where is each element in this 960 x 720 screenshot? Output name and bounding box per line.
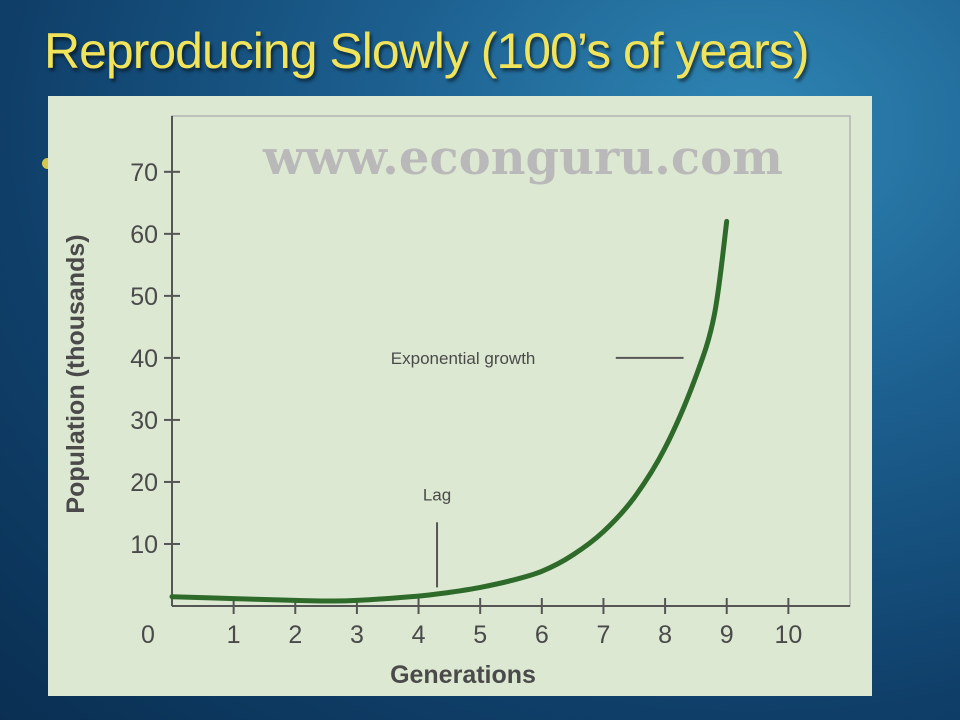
y-tick-label: 60 [130, 221, 158, 249]
annotation-exponential-growth: Exponential growth [391, 349, 536, 368]
x-tick-label: 9 [720, 621, 734, 649]
x-tick-label: 6 [535, 621, 549, 649]
chart-watermark: www.econguru.com [262, 130, 783, 186]
slide-title: Reproducing Slowly (100’s of years) [44, 23, 809, 79]
y-tick-label: 50 [130, 283, 158, 311]
x-axis-title: Generations [390, 661, 536, 689]
chart-panel: www.econguru.com 0 1 2 3 4 5 6 7 8 9 10 10 20 30 40 50 6… [48, 96, 872, 696]
x-tick-label: 2 [288, 621, 302, 649]
y-tick-label: 10 [130, 531, 158, 559]
population-chart: www.econguru.com 0 1 2 3 4 5 6 7 8 9 10 10 20 30 40 50 6… [62, 115, 851, 689]
x-tick-label: 1 [227, 621, 241, 649]
x-tick-label: 7 [597, 621, 611, 649]
y-tick-label: 40 [130, 345, 158, 373]
x-tick-label: 10 [774, 621, 802, 649]
y-tick-label: 30 [130, 407, 158, 435]
y-axis-title: Population (thousands) [62, 234, 90, 513]
x-tick-label: 0 [141, 621, 155, 649]
population-growth-line [169, 218, 730, 604]
x-tick-label: 3 [350, 621, 364, 649]
bullet-icon [42, 158, 53, 169]
y-tick-label: 70 [130, 159, 158, 187]
x-tick-label: 5 [473, 621, 487, 649]
y-tick-label: 20 [130, 469, 158, 497]
x-tick-label: 4 [412, 621, 426, 649]
x-tick-label: 8 [658, 621, 672, 649]
annotation-lag: Lag [423, 486, 451, 505]
